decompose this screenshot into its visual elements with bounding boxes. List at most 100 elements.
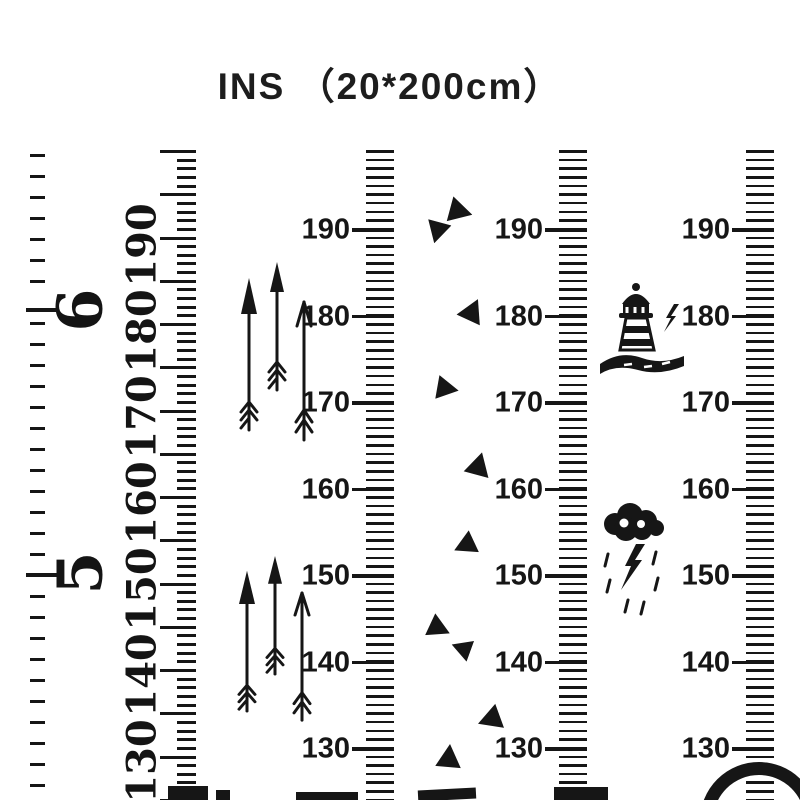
strip-tick (746, 617, 774, 620)
scale-tick (177, 651, 196, 655)
scale-tick (177, 340, 196, 344)
strip-tick (746, 444, 774, 447)
strip-tick (366, 167, 394, 170)
foot-marker-tick (26, 573, 59, 577)
strip-tick (559, 175, 587, 179)
strip-tick (366, 262, 394, 266)
edge-tick (30, 679, 45, 682)
strip-tick (366, 470, 394, 473)
scale-tick (160, 755, 196, 759)
strip-tick (559, 591, 587, 594)
strip-tick (559, 547, 587, 551)
scale-tick (177, 227, 196, 231)
scale-tick (177, 253, 196, 257)
strip-label: 130 (494, 732, 543, 765)
strip-tick (559, 539, 587, 542)
strip-tick (559, 720, 587, 724)
strip-label: 170 (681, 386, 730, 419)
strip-tick (746, 461, 774, 464)
strip-tick (366, 184, 394, 188)
left-ruler-scale-ticks (152, 150, 196, 800)
scale-tick (177, 634, 196, 638)
bottom-crop-shape (554, 787, 608, 800)
strip-tick (559, 634, 587, 637)
strip-tick (366, 669, 394, 672)
edge-tick (30, 784, 45, 787)
strip-tick (366, 271, 394, 274)
scale-tick (177, 219, 196, 223)
scale-tick (160, 236, 196, 240)
edge-tick (30, 406, 45, 409)
strip-tick (559, 677, 587, 681)
scale-tick (177, 435, 196, 439)
bottom-crop-shape (216, 790, 230, 800)
strip-major-tick (732, 487, 774, 491)
scale-tick (177, 781, 196, 785)
strip-tick (559, 435, 587, 439)
arrows-up-icon (239, 262, 314, 442)
scale-tick (177, 297, 196, 301)
scale-tick (177, 444, 196, 448)
strip-tick (366, 219, 394, 222)
strip-major-tick (732, 314, 774, 318)
strip-tick (366, 348, 394, 352)
strip-tick (366, 245, 394, 248)
strip-tick (559, 323, 587, 326)
scale-tick (177, 764, 196, 768)
strip-tick (559, 193, 587, 196)
scale-tick (160, 539, 196, 543)
strip-tick (746, 452, 774, 456)
bottom-crop-shape (296, 792, 358, 800)
scale-tick (177, 400, 196, 404)
scale-tick (177, 547, 196, 551)
strip-tick (366, 781, 394, 785)
strip-tick (559, 764, 587, 767)
scale-tick (177, 617, 196, 621)
strip-tick (746, 686, 774, 689)
strip-tick (746, 530, 774, 534)
strip-tick (559, 712, 587, 715)
strip-tick (366, 478, 394, 482)
strip-major-tick (352, 747, 394, 751)
strip-tick (559, 236, 587, 240)
strip-tick (366, 764, 394, 767)
scale-tick (177, 694, 196, 698)
scale-tick (177, 660, 196, 664)
strip-tick (746, 279, 774, 283)
strip-tick (559, 219, 587, 222)
edge-tick (30, 742, 45, 745)
strip-tick (746, 755, 774, 759)
scale-tick (177, 305, 196, 309)
strip-tick (366, 790, 394, 793)
edge-tick (30, 196, 45, 199)
strip-tick (746, 323, 774, 326)
strip-tick (746, 210, 774, 214)
scale-tick (177, 158, 196, 162)
scale-tick (160, 323, 196, 326)
scale-tick (160, 669, 196, 672)
strip-tick (746, 643, 774, 646)
scale-tick (177, 426, 196, 430)
strip-tick (559, 755, 587, 759)
strip-tick (746, 547, 774, 551)
scale-tick (177, 720, 196, 724)
triangle-icon (435, 375, 460, 402)
strip-tick (746, 539, 774, 542)
strip-tick (746, 201, 774, 205)
strip-tick (366, 297, 394, 300)
strip-major-tick (545, 401, 587, 405)
strip-tick (559, 158, 587, 162)
strip-tick (559, 643, 587, 646)
strip-tick (559, 201, 587, 205)
strip-tick (366, 193, 394, 196)
ruler-strip-1: 190 180 170 160 150 140 130 (302, 150, 394, 800)
scale-tick (177, 738, 196, 742)
scale-tick (177, 245, 196, 249)
scale-tick (177, 772, 196, 776)
strip-tick (366, 340, 394, 343)
strip-tick (559, 426, 587, 430)
strip-tick (366, 694, 394, 698)
strip-tick (366, 617, 394, 620)
strip-tick (559, 521, 587, 525)
strip-tick (366, 530, 394, 534)
